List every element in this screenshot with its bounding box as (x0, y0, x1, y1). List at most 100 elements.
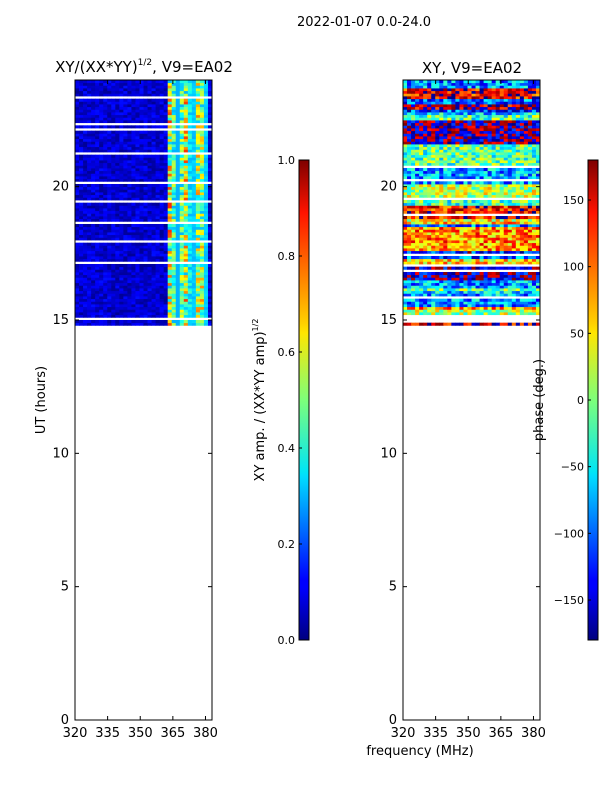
heatmap-cell (483, 157, 489, 161)
heatmap-cell (171, 98, 177, 102)
heatmap-cell (155, 234, 161, 238)
heatmap-cell (427, 301, 432, 305)
heatmap-cell (107, 192, 112, 196)
heatmap-cell (87, 314, 92, 318)
heatmap-cell (535, 138, 540, 142)
heatmap-cell (407, 136, 412, 140)
heatmap-cell (499, 176, 505, 180)
heatmap-cell (511, 256, 517, 260)
heatmap-cell (95, 274, 100, 278)
heatmap-cell (179, 320, 185, 324)
heatmap-cell (99, 144, 104, 148)
heatmap-cell (131, 117, 136, 121)
heatmap-cell (91, 272, 96, 276)
heatmap-cell (139, 82, 144, 86)
heatmap-cell (419, 181, 424, 185)
heatmap-cell (411, 240, 416, 244)
colorbar-tick-label: 0.4 (278, 442, 296, 455)
heatmap-cell (495, 226, 501, 230)
heatmap-cell (207, 314, 212, 318)
heatmap-cell (111, 98, 116, 102)
heatmap-cell (167, 120, 173, 124)
heatmap-cell (515, 224, 521, 228)
heatmap-cell (175, 98, 181, 102)
heatmap-cell (151, 226, 156, 230)
heatmap-cell (535, 149, 540, 153)
heatmap-cell (115, 208, 120, 212)
heatmap-cell (127, 248, 132, 252)
heatmap-cell (435, 181, 440, 185)
heatmap-cell (475, 304, 480, 308)
heatmap-cell (467, 192, 472, 196)
heatmap-cell (515, 229, 521, 233)
heatmap-cell (479, 272, 484, 276)
heatmap-cell (171, 234, 177, 238)
heatmap-cell (443, 125, 448, 129)
heatmap-cell (479, 245, 484, 249)
heatmap-cell (163, 237, 169, 241)
heatmap-cell (139, 104, 144, 108)
heatmap-cell (451, 176, 456, 180)
heatmap-cell (407, 248, 412, 252)
heatmap-cell (103, 146, 108, 150)
heatmap-cell (407, 138, 412, 142)
heatmap-cell (487, 309, 493, 313)
heatmap-cell (443, 194, 448, 198)
heatmap-cell (511, 229, 517, 233)
heatmap-cell (127, 312, 132, 316)
heatmap-cell (87, 293, 92, 297)
heatmap-cell (191, 293, 197, 297)
heatmap-cell (99, 117, 104, 121)
heatmap-cell (87, 125, 92, 129)
heatmap-cell (91, 253, 96, 257)
heatmap-cell (499, 277, 505, 281)
heatmap-cell (171, 106, 177, 110)
heatmap-cell (75, 125, 80, 129)
heatmap-cell (439, 242, 444, 246)
heatmap-cell (199, 160, 205, 164)
heatmap-cell (103, 149, 108, 153)
heatmap-cell (423, 248, 428, 252)
heatmap-cell (507, 280, 513, 284)
heatmap-cell (451, 242, 456, 246)
heatmap-cell (515, 176, 521, 180)
heatmap-cell (135, 269, 140, 273)
heatmap-cell (511, 202, 517, 206)
heatmap-cell (127, 98, 132, 102)
heatmap-cell (171, 298, 177, 302)
heatmap-cell (87, 154, 92, 158)
heatmap-cell (447, 184, 452, 188)
heatmap-cell (463, 256, 468, 260)
heatmap-cell (147, 109, 152, 113)
heatmap-cell (139, 208, 144, 212)
heatmap-cell (203, 226, 209, 230)
heatmap-cell (199, 138, 205, 142)
heatmap-cell (111, 322, 116, 326)
heatmap-cell (471, 280, 476, 284)
heatmap-cell (511, 141, 517, 145)
heatmap-cell (159, 112, 165, 116)
heatmap-cell (119, 269, 124, 273)
heatmap-cell (95, 136, 100, 140)
heatmap-cell (463, 234, 468, 238)
heatmap-cell (199, 197, 205, 201)
heatmap-cell (107, 277, 112, 281)
heatmap-cell (103, 304, 108, 308)
heatmap-cell (527, 261, 533, 265)
heatmap-cell (475, 216, 480, 220)
heatmap-cell (511, 173, 517, 177)
heatmap-cell (167, 184, 173, 188)
heatmap-cell (151, 285, 156, 289)
heatmap-cell (79, 285, 84, 289)
heatmap-cell (199, 314, 205, 318)
heatmap-cell (415, 258, 420, 262)
heatmap-cell (163, 189, 169, 193)
heatmap-cell (163, 280, 169, 284)
heatmap-cell (155, 165, 161, 169)
heatmap-cell (203, 192, 209, 196)
heatmap-cell (191, 237, 197, 241)
heatmap-cell (75, 133, 80, 137)
heatmap-cell (515, 234, 521, 238)
heatmap-cell (507, 205, 513, 209)
heatmap-cell (195, 208, 201, 212)
